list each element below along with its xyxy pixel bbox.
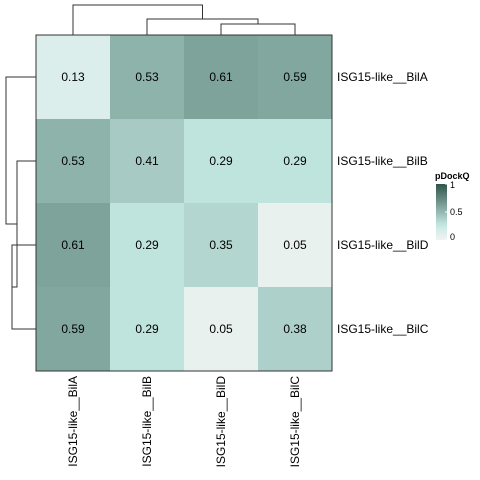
column-label: ISG15-like__BilC (288, 376, 302, 468)
cell-value-label: 0.29 (209, 154, 233, 168)
heatmap-cells: 0.13 0.53 0.61 0.59 0.53 0.41 0.29 0.29 0.61 0.29… (36, 35, 332, 371)
cell-value-label: 0.41 (135, 154, 159, 168)
heatmap-cell (184, 35, 258, 119)
heatmap-cell (184, 287, 258, 371)
dendrogram-branch (5, 76, 36, 225)
column-label: ISG15-like__BilD (214, 376, 228, 468)
cell-value-label: 0.59 (61, 322, 85, 336)
heatmap-cell (36, 287, 110, 371)
heatmap-cell (36, 203, 110, 287)
heatmap-cell (258, 287, 332, 371)
heatmap-cell (110, 287, 184, 371)
column-label: ISG15-like__BilB (140, 376, 154, 467)
heatmap-cell (110, 119, 184, 203)
cell-value-label: 0.13 (61, 70, 85, 84)
column-dendrogram (72, 4, 296, 35)
cell-value-label: 0.05 (209, 322, 233, 336)
row-labels: ISG15-like__BilA ISG15-like__BilB ISG15-li… (337, 70, 429, 336)
row-label: ISG15-like__BilD (337, 238, 429, 252)
cell-value-label: 0.29 (135, 238, 159, 252)
heatmap-cell (36, 119, 110, 203)
row-label: ISG15-like__BilB (337, 154, 428, 168)
heatmap-cell (36, 35, 110, 119)
cell-value-label: 0.05 (283, 238, 307, 252)
heatmap-border (35, 34, 333, 372)
cell-value-label: 0.29 (135, 322, 159, 336)
heatmap-cell (110, 35, 184, 119)
row-label: ISG15-like__BilA (337, 70, 428, 84)
cell-value-label: 0.59 (283, 70, 307, 84)
heatmap-cell (110, 203, 184, 287)
cell-value-label: 0.53 (135, 70, 159, 84)
color-legend: pDockQ 0 0.5 1 (435, 171, 470, 242)
cell-value-label: 0.53 (61, 154, 85, 168)
legend-tick-label: 1 (450, 180, 455, 190)
cell-value-label: 0.61 (61, 238, 85, 252)
cell-value-label: 0.35 (209, 238, 233, 252)
legend-tick-label: 0.5 (450, 207, 463, 217)
legend-title: pDockQ (435, 171, 470, 181)
row-label: ISG15-like__BilC (337, 322, 429, 336)
column-label: ISG15-like__BilA (66, 376, 80, 467)
dendrogram-branch (220, 23, 296, 35)
legend-tick-label: 0 (450, 232, 455, 242)
heatmap-cell (258, 203, 332, 287)
column-labels: ISG15-like__BilA ISG15-like__BilB ISG15-li… (66, 376, 302, 468)
heatmap-cell (258, 119, 332, 203)
heatmap-cell (258, 35, 332, 119)
dendrogram-branch (72, 4, 203, 35)
legend-colorbar (436, 184, 447, 240)
cell-value-label: 0.61 (209, 70, 233, 84)
cell-value-label: 0.38 (283, 322, 307, 336)
row-dendrogram (5, 76, 36, 330)
dendrogram-branch (146, 18, 259, 35)
heatmap-cell (184, 119, 258, 203)
cell-value-label: 0.29 (283, 154, 307, 168)
heatmap-cell (184, 203, 258, 287)
